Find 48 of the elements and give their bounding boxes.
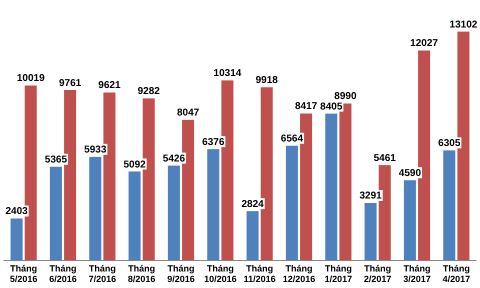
x-tick-label: Tháng 2/2017 — [364, 263, 392, 284]
data-label: 8417 — [294, 101, 318, 112]
x-tick-label: Tháng 3/2017 — [403, 263, 431, 284]
data-label: 3291 — [359, 190, 382, 202]
data-label: 5933 — [84, 144, 107, 156]
data-label: 5426 — [162, 153, 186, 164]
bar — [89, 156, 102, 260]
bar — [364, 202, 377, 260]
data-label: 9621 — [98, 80, 121, 92]
data-label: 5092 — [123, 159, 146, 170]
data-label: 4590 — [398, 168, 422, 180]
bar — [443, 150, 456, 260]
data-label: 6564 — [280, 134, 304, 145]
bar — [10, 218, 23, 260]
bar — [50, 166, 62, 260]
bar — [246, 211, 259, 260]
bar — [404, 180, 416, 260]
x-tick-label: Tháng 12/2016 — [282, 263, 316, 284]
data-label: 9282 — [138, 86, 160, 98]
x-tick-label: Tháng 10/2016 — [204, 263, 237, 284]
data-label: 2403 — [5, 206, 28, 218]
x-tick-label: Tháng 5/2016 — [10, 263, 38, 284]
data-label: 2824 — [241, 198, 264, 210]
data-label: 13102 — [450, 19, 478, 30]
data-label: 5461 — [374, 152, 396, 164]
x-tick-label: Tháng 8/2016 — [128, 263, 156, 284]
bar — [128, 172, 141, 260]
x-tick-label: Tháng 9/2016 — [167, 263, 195, 284]
x-tick-label: Tháng 4/2017 — [442, 263, 470, 284]
bar — [207, 149, 220, 260]
bar — [286, 146, 298, 260]
data-label: 6376 — [202, 136, 225, 148]
data-label: 8405 — [320, 101, 343, 112]
data-label: 6305 — [438, 138, 461, 150]
bar — [325, 114, 338, 260]
data-label: 8047 — [176, 108, 200, 119]
data-label: 5365 — [44, 154, 68, 166]
x-tick-label: Tháng 11/2016 — [244, 263, 276, 284]
data-label: 12027 — [410, 38, 438, 50]
x-tick-label: Tháng 1/2017 — [324, 263, 352, 284]
data-label: 10019 — [16, 73, 46, 84]
x-tick-label: Tháng 7/2016 — [88, 263, 116, 284]
x-tick-label: Tháng 6/2016 — [49, 263, 77, 284]
data-label: 9761 — [58, 78, 82, 89]
data-label: 9918 — [256, 75, 278, 86]
data-label: 8990 — [334, 91, 357, 102]
data-label: 10314 — [214, 68, 242, 80]
bar — [168, 166, 180, 260]
